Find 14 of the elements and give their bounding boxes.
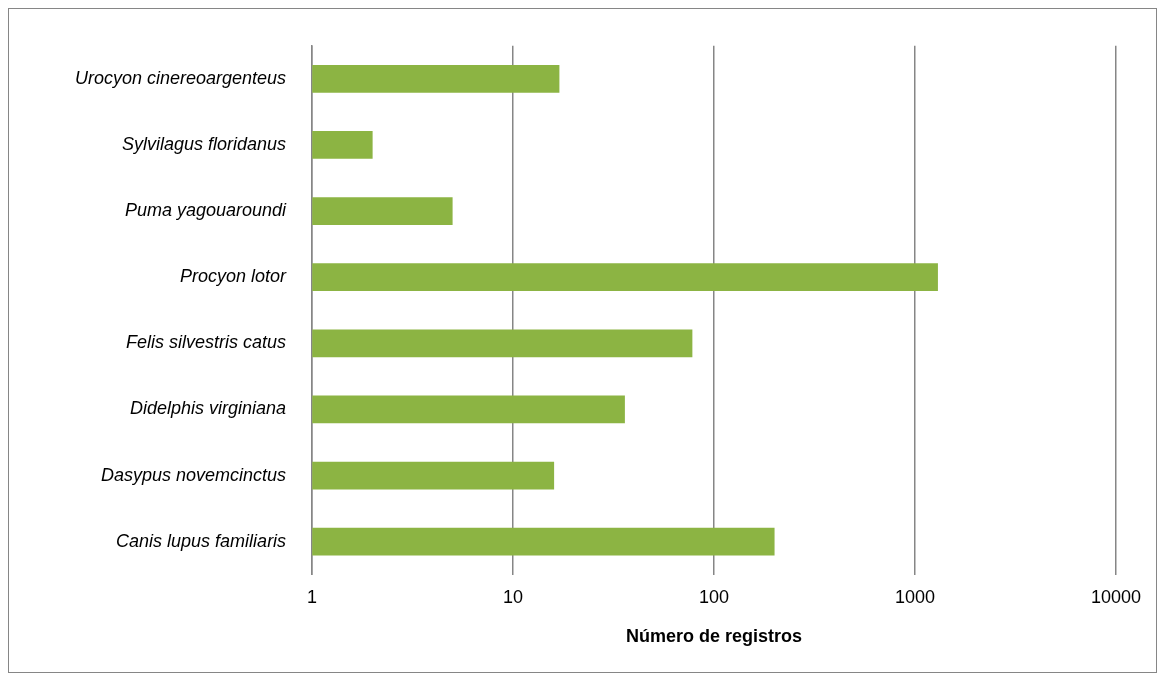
y-tick-label: Dasypus novemcinctus: [101, 464, 287, 485]
y-tick-label: Sylvilagus floridanus: [122, 133, 287, 154]
x-tick-label: 10: [503, 586, 524, 607]
y-tick-label: Felis silvestris catus: [126, 332, 287, 353]
y-tick-label: Didelphis virginiana: [130, 398, 287, 419]
x-tick-label: 1: [307, 586, 318, 607]
y-tick-label: Canis lupus familiaris: [116, 530, 287, 551]
y-tick-label: Urocyon cinereoargenteus: [75, 67, 287, 88]
x-tick-label: 100: [699, 586, 730, 607]
x-tick-label: 1000: [895, 586, 936, 607]
y-tick-label: Puma yagouaroundi: [125, 200, 288, 221]
y-tick-label: Procyon lotor: [180, 266, 288, 287]
x-tick-label: 10000: [1090, 586, 1142, 607]
x-axis-title: Número de registros: [626, 626, 803, 647]
